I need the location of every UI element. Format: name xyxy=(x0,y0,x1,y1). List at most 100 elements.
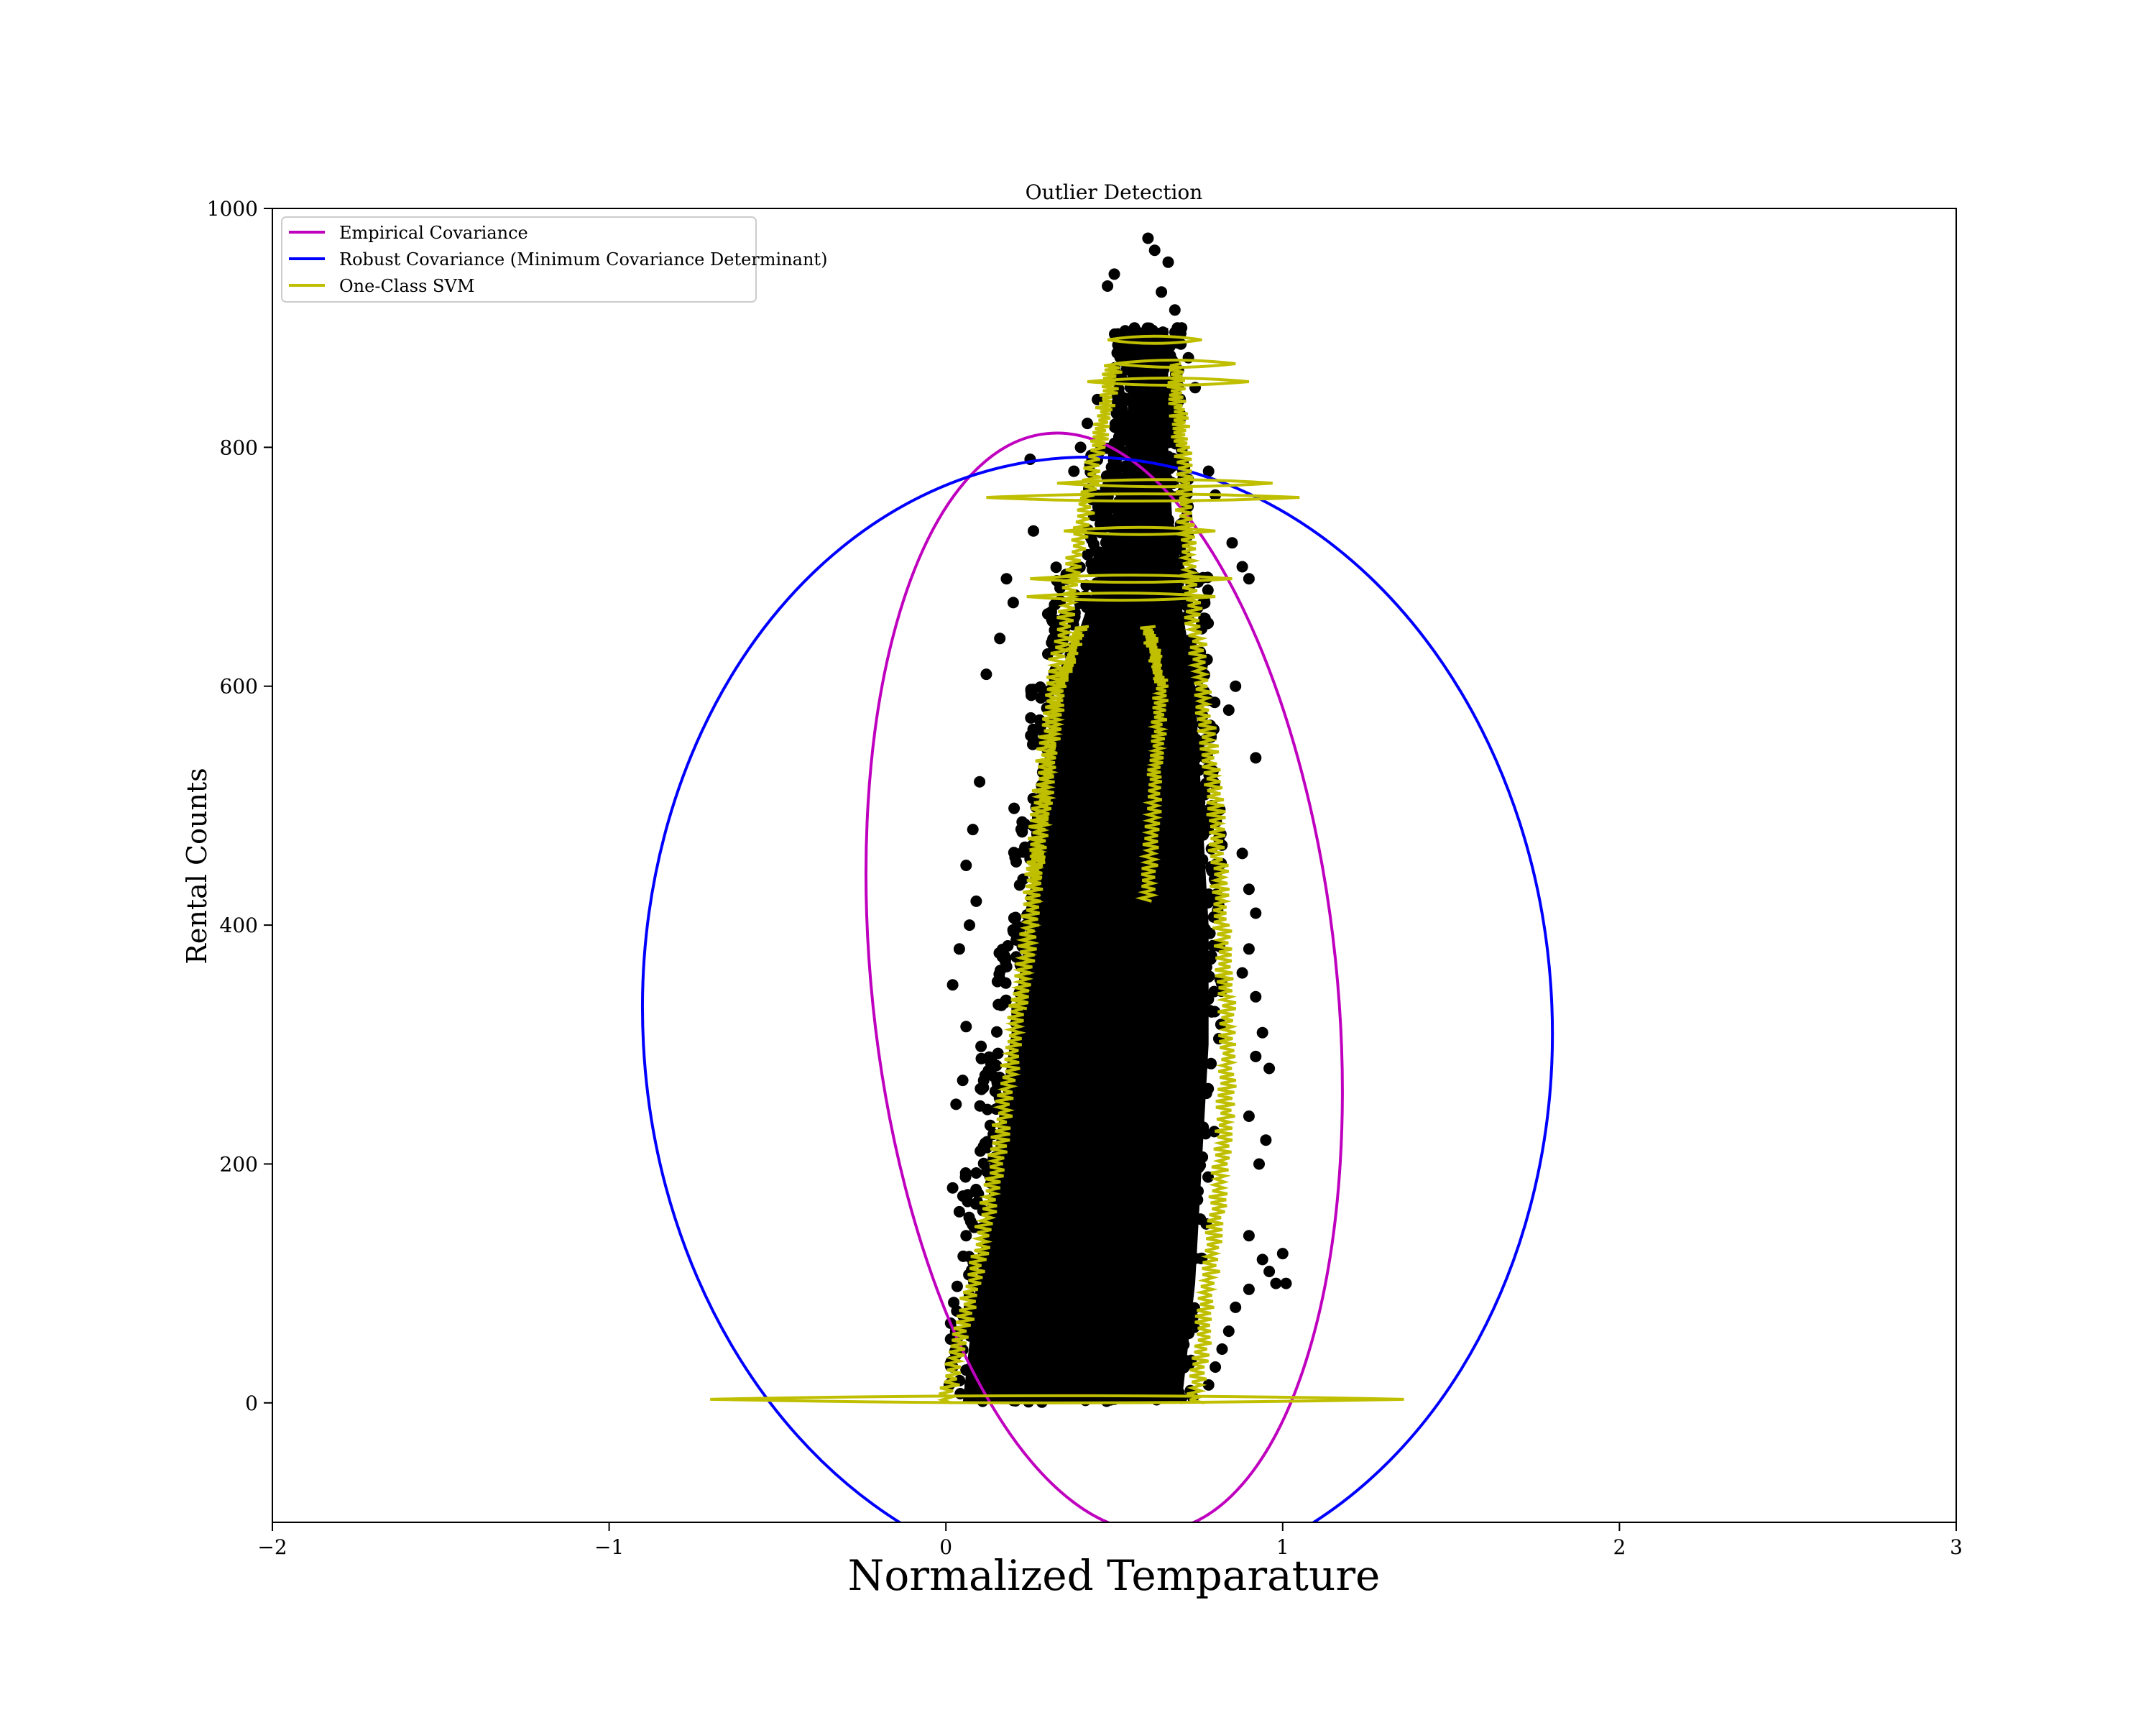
svm-horizontal-segment xyxy=(986,492,1300,503)
scatter-point xyxy=(1243,943,1255,955)
scatter-point xyxy=(970,1167,982,1179)
scatter-point xyxy=(1010,951,1022,963)
scatter-point xyxy=(1085,558,1097,570)
scatter-point xyxy=(1176,322,1188,334)
scatter-point xyxy=(1142,232,1154,244)
plot-frame xyxy=(272,208,1957,1523)
scatter-point xyxy=(1250,907,1262,919)
robust-covariance-ellipse xyxy=(640,456,1554,1522)
svm-horizontal-segment xyxy=(1087,376,1250,387)
x-axis-label: Normalized Temparature xyxy=(848,1551,1381,1600)
plot-area xyxy=(640,232,1554,1522)
chart-title: Outlier Detection xyxy=(1026,180,1203,204)
scatter-point xyxy=(1181,599,1193,612)
scatter-point xyxy=(1270,1277,1282,1289)
scatter-point xyxy=(1035,692,1047,704)
scatter-point xyxy=(1243,1110,1255,1122)
scatter-point xyxy=(959,1171,972,1183)
scatter-point xyxy=(953,1205,965,1218)
scatter-point xyxy=(975,1145,987,1157)
x-tick-label: −2 xyxy=(257,1535,287,1559)
scatter-core xyxy=(962,328,1209,1403)
scatter-point xyxy=(1202,465,1215,477)
scatter-point xyxy=(960,1021,972,1033)
scatter-point xyxy=(1156,286,1168,298)
scatter-point xyxy=(951,1280,963,1292)
scatter-point xyxy=(950,1098,962,1110)
scatter-point xyxy=(1250,1050,1262,1062)
scatter-point xyxy=(1236,561,1248,573)
scatter-point xyxy=(992,1047,1004,1059)
scatter-point xyxy=(1113,403,1125,415)
x-tick-label: 1 xyxy=(1276,1535,1289,1559)
svm-horizontal-segment xyxy=(1030,574,1233,584)
scatter-point xyxy=(1226,537,1238,549)
scatter-point xyxy=(1256,1254,1268,1266)
scatter-point xyxy=(979,1070,991,1081)
scatter-point xyxy=(994,632,1006,645)
legend-label: One-Class SVM xyxy=(339,276,474,296)
scatter-point xyxy=(994,965,1006,977)
scatter-point xyxy=(1276,1248,1289,1260)
scatter-point xyxy=(1230,680,1242,692)
scatter-point xyxy=(1230,1301,1242,1313)
scatter-point xyxy=(980,668,992,681)
y-tick-label: 1000 xyxy=(207,197,258,221)
svm-horizontal-segment xyxy=(1107,334,1202,345)
scatter-point xyxy=(1028,525,1039,537)
scatter-point xyxy=(1250,752,1262,764)
scatter-point xyxy=(1263,1266,1276,1277)
scatter-point xyxy=(1205,1057,1217,1070)
scatter-point xyxy=(1092,500,1105,512)
scatter-point xyxy=(1074,441,1087,454)
scatter-point xyxy=(1008,802,1021,814)
scatter-point xyxy=(1007,597,1019,609)
svm-horizontal-segment xyxy=(1056,478,1273,489)
scatter-point xyxy=(1209,696,1221,709)
svm-horizontal-segment xyxy=(710,1394,1404,1404)
scatter-point xyxy=(1019,818,1031,830)
scatter-point xyxy=(970,895,982,907)
scatter-point xyxy=(953,943,965,955)
scatter-point xyxy=(984,1119,996,1131)
scatter-point xyxy=(991,1026,1003,1038)
x-tick-label: −1 xyxy=(594,1535,624,1559)
scatter-point xyxy=(1017,846,1029,858)
scatter-point xyxy=(996,944,1008,955)
scatter-point xyxy=(1046,613,1058,625)
scatter-point xyxy=(1128,322,1141,334)
svm-inner-left-boundary xyxy=(1011,625,1089,1011)
scatter-point xyxy=(1184,1358,1195,1370)
scatter-point xyxy=(1026,689,1037,702)
svm-horizontal-segment xyxy=(1114,359,1236,369)
scatter-point xyxy=(1064,680,1077,692)
scatter-point xyxy=(1210,1361,1222,1373)
scatter-point xyxy=(1243,1230,1255,1242)
scatter-point xyxy=(1035,719,1047,732)
scatter-point xyxy=(1236,847,1248,860)
scatter-point xyxy=(1169,304,1181,316)
scatter-point xyxy=(1122,346,1134,358)
legend-label: Empirical Covariance xyxy=(339,223,528,243)
y-axis: 0 200 400 600 800 1000 xyxy=(207,197,272,1415)
svm-inner-right-boundary xyxy=(1135,625,1169,903)
scatter-point xyxy=(1148,244,1161,257)
scatter-point xyxy=(1113,394,1125,406)
scatter-point xyxy=(1051,776,1063,788)
scatter-point xyxy=(1102,280,1114,292)
y-tick-label: 400 xyxy=(220,914,258,937)
scatter-point xyxy=(1082,418,1093,430)
scatter-point xyxy=(1256,1026,1268,1039)
scatter-point xyxy=(967,824,979,836)
scatter-point xyxy=(1243,573,1255,585)
scatter-point xyxy=(960,1230,972,1242)
scatter-point xyxy=(974,1100,986,1112)
scatter-point xyxy=(1054,582,1066,594)
scatter-point xyxy=(974,776,986,788)
x-tick-label: 2 xyxy=(1613,1535,1626,1559)
y-tick-label: 800 xyxy=(220,436,258,459)
svm-horizontal-segment xyxy=(1064,525,1216,536)
scatter-point xyxy=(1042,648,1054,660)
scatter-point xyxy=(994,974,1006,985)
